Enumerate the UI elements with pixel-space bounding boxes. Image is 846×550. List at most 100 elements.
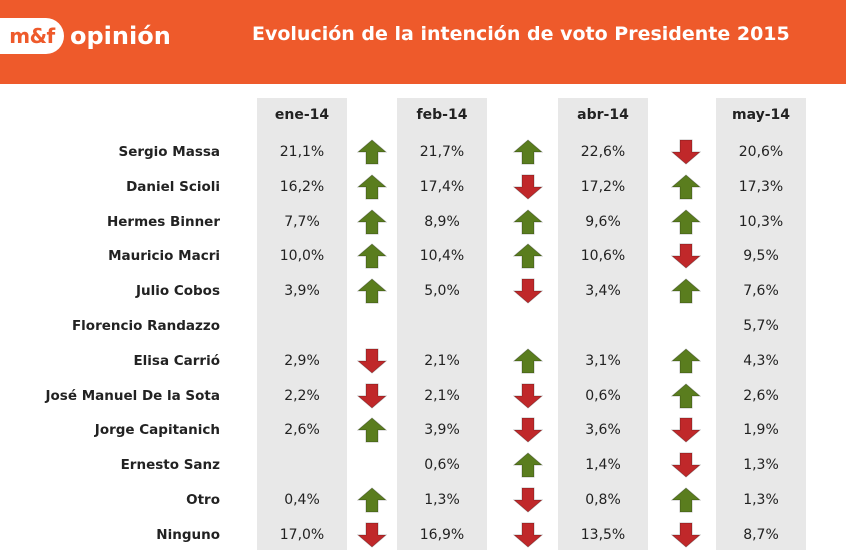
- table-cell-value: 2,6%: [284, 422, 320, 439]
- arrow-up-icon: [513, 452, 543, 478]
- table-cell-value: 21,7%: [419, 144, 465, 160]
- table-cell-value: 5,0%: [424, 283, 460, 300]
- table-cell-value: 2,1%: [424, 352, 460, 369]
- candidate-name: Ninguno: [156, 526, 220, 543]
- table-cell-value: 1,3%: [424, 492, 460, 508]
- table-cell-value: 0,6%: [585, 387, 621, 404]
- arrow-down-icon: [513, 383, 543, 409]
- candidate-name: Daniel Scioli: [126, 178, 220, 195]
- header-bar: m&f opinión Evolución de la intención de…: [0, 0, 846, 84]
- arrow-up-icon: [357, 278, 387, 304]
- column-background: [257, 98, 347, 550]
- table-cell-value: 5,7%: [743, 318, 779, 334]
- table-cell-value: 16,9%: [419, 526, 465, 543]
- table-cell-value: 2,6%: [743, 387, 779, 404]
- arrow-up-icon: [671, 278, 701, 304]
- table-cell-value: 2,9%: [284, 352, 320, 369]
- table-cell-value: 21,1%: [279, 144, 325, 160]
- table-cell-value: 3,9%: [424, 422, 460, 439]
- table-cell-value: 0,8%: [585, 492, 621, 508]
- arrow-up-icon: [357, 487, 387, 513]
- table-cell-value: 13,5%: [580, 526, 626, 543]
- arrow-up-icon: [671, 208, 701, 235]
- table-cell-value: 0,6%: [424, 457, 460, 474]
- table-cell-value: 17,3%: [738, 178, 784, 195]
- arrow-up-icon: [513, 139, 543, 165]
- table-cell-value: 1,9%: [743, 422, 779, 439]
- arrow-up-icon: [357, 208, 387, 235]
- column-background: [397, 98, 487, 550]
- table-cell-value: [257, 314, 347, 338]
- arrow-up-icon: [671, 174, 701, 200]
- table-cell-value: 1,4%: [585, 457, 621, 474]
- candidate-name: Julio Cobos: [135, 283, 220, 300]
- arrow-down-icon: [513, 487, 543, 513]
- arrow-down-icon: [513, 522, 543, 548]
- table-cell-value: 7,6%: [743, 283, 779, 300]
- table-cell-value: 1,3%: [743, 492, 779, 508]
- arrow-up-icon: [513, 243, 543, 269]
- candidate-name: Mauricio Macri: [108, 248, 220, 265]
- candidate-name: Elisa Carrió: [133, 352, 220, 369]
- table-cell-value: 17,4%: [419, 178, 465, 195]
- column-header: may-14: [731, 107, 791, 123]
- table-cell-value: 16,2%: [279, 178, 325, 195]
- table-cell-value: [257, 453, 347, 477]
- table-cell-value: 10,6%: [580, 248, 626, 265]
- arrow-up-icon: [671, 348, 701, 374]
- arrow-up-icon: [357, 243, 387, 269]
- arrow-down-icon: [671, 243, 701, 270]
- table-cell-value: 4,3%: [743, 352, 779, 369]
- arrow-down-icon: [671, 139, 701, 165]
- table-cell-value: 17,2%: [580, 178, 626, 195]
- arrow-down-icon: [671, 522, 701, 548]
- candidate-name: José Manuel De la Sota: [45, 387, 221, 404]
- column-header: abr-14: [577, 107, 629, 123]
- arrow-down-icon: [357, 383, 387, 409]
- arrow-up-icon: [671, 487, 701, 513]
- table-cell-value: 17,0%: [279, 526, 325, 543]
- arrow-down-icon: [671, 452, 701, 478]
- logo-mark: m&f: [9, 24, 55, 48]
- table-cell-value: 10,4%: [419, 248, 465, 265]
- table-cell-value: 9,6%: [585, 213, 621, 230]
- arrow-down-icon: [513, 417, 543, 444]
- logo-badge: m&f: [0, 18, 64, 54]
- table-cell-value: 8,9%: [424, 213, 460, 230]
- table-cell-value: 10,3%: [738, 213, 784, 230]
- table-cell-value: 8,7%: [743, 526, 779, 543]
- table-cell-value: 3,6%: [585, 422, 621, 439]
- table-cell-value: [558, 314, 648, 338]
- arrow-down-icon: [357, 348, 387, 374]
- table-cell-value: 22,6%: [580, 144, 626, 160]
- logo-text: opinión: [70, 22, 171, 50]
- candidate-name: Florencio Randazzo: [71, 318, 220, 334]
- candidate-name: Hermes Binner: [106, 213, 220, 230]
- table-cell-value: 2,2%: [284, 387, 320, 404]
- arrow-up-icon: [671, 382, 701, 409]
- arrow-up-icon: [513, 348, 543, 374]
- column-header: ene-14: [274, 107, 330, 123]
- table-cell-value: 10,0%: [279, 248, 325, 265]
- arrow-down-icon: [513, 174, 543, 200]
- column-header: feb-14: [416, 107, 468, 123]
- table-cell-value: 2,1%: [424, 387, 460, 404]
- candidate-name: Ernesto Sanz: [120, 457, 220, 474]
- arrow-up-icon: [357, 139, 387, 165]
- page-title: Evolución de la intención de voto Presid…: [252, 23, 790, 45]
- arrow-up-icon: [357, 174, 387, 200]
- table-cell-value: 0,4%: [284, 492, 320, 508]
- arrow-down-icon: [671, 417, 701, 444]
- arrow-down-icon: [357, 522, 387, 548]
- table-cell-value: 3,1%: [585, 352, 621, 369]
- table-cell-value: 1,3%: [743, 457, 779, 474]
- candidate-name: Otro: [186, 492, 220, 508]
- arrow-up-icon: [513, 208, 543, 235]
- table-cell-value: 3,9%: [284, 283, 320, 300]
- candidate-name: Jorge Capitanich: [94, 422, 220, 439]
- arrow-up-icon: [357, 417, 387, 443]
- arrow-down-icon: [513, 278, 543, 304]
- table-cell-value: [397, 314, 487, 338]
- table-cell-value: 20,6%: [738, 144, 784, 160]
- column-background: [558, 98, 648, 550]
